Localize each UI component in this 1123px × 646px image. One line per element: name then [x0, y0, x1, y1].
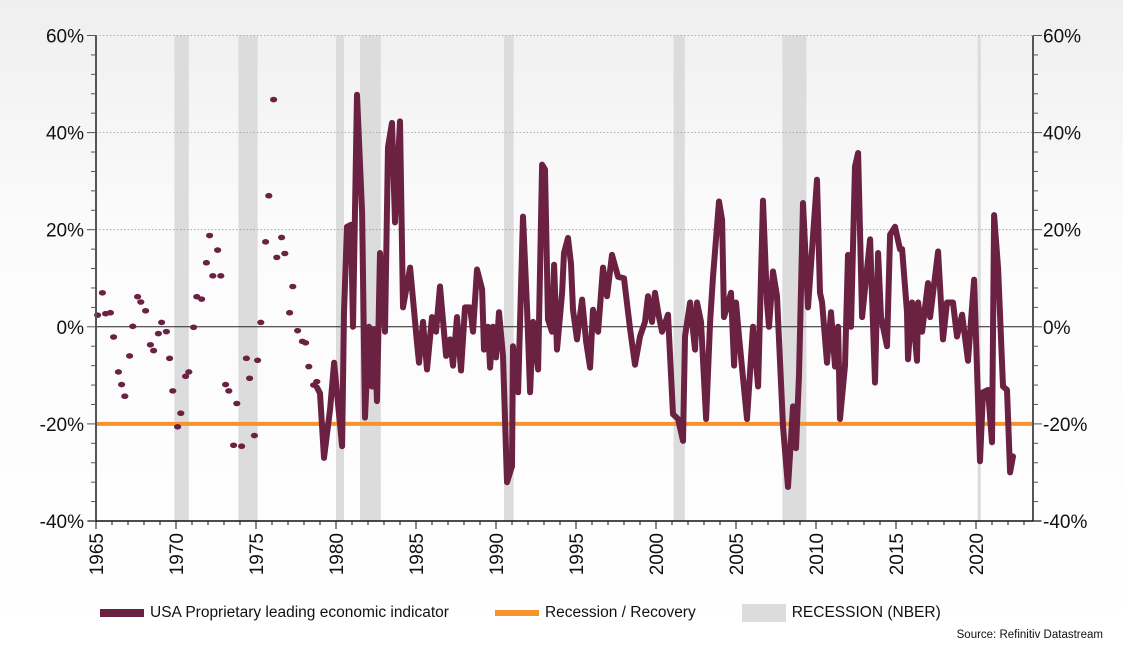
y-tick-label-left: -20% — [40, 415, 84, 436]
x-tick-label: 2005 — [727, 533, 748, 575]
x-tick-label: 1970 — [167, 533, 188, 575]
legend-item-nber-recession: RECESSION (NBER) — [741, 604, 941, 622]
data-point — [262, 239, 270, 245]
legend-item-indicator: USA Proprietary leading economic indicat… — [100, 604, 449, 622]
recession-band — [977, 35, 981, 521]
y-tick-label-right: -40% — [1043, 512, 1087, 533]
y-tick-label-right: 20% — [1043, 221, 1081, 242]
axes — [87, 35, 1042, 529]
indicator-series — [94, 91, 1016, 490]
y-tick-label-right: 0% — [1043, 318, 1071, 339]
y-tick-label-left: -40% — [40, 512, 84, 533]
legend-label: USA Proprietary leading economic indicat… — [150, 604, 449, 621]
recession-band — [238, 35, 258, 521]
data-point — [169, 388, 177, 394]
data-point — [302, 340, 310, 346]
data-point — [265, 192, 273, 199]
data-point — [270, 96, 278, 103]
data-point — [250, 432, 258, 439]
data-point — [225, 388, 233, 394]
legend-swatch-band — [741, 604, 786, 622]
data-point — [242, 355, 250, 362]
data-point — [137, 299, 145, 305]
legend-swatch-indicator — [100, 609, 144, 617]
data-point — [273, 254, 281, 261]
data-point — [166, 355, 174, 362]
data-point — [121, 393, 129, 400]
data-point — [118, 381, 126, 388]
x-tick-label: 2015 — [887, 533, 908, 575]
y-tick-label-right: -20% — [1043, 415, 1087, 436]
y-tick-label-left: 40% — [46, 124, 84, 145]
legend-swatch-threshold — [494, 610, 539, 616]
data-point — [254, 357, 262, 364]
x-tick-label: 1975 — [247, 533, 268, 575]
legend-item-recession-recovery: Recession / Recovery — [494, 604, 696, 622]
data-point — [129, 323, 137, 330]
recession-band — [174, 35, 189, 521]
data-point — [222, 381, 230, 388]
data-point — [289, 283, 297, 290]
data-point — [98, 290, 106, 296]
data-point — [154, 330, 162, 337]
data-point — [206, 232, 214, 239]
data-point — [126, 353, 134, 359]
data-point — [202, 259, 210, 266]
x-tick-label: 1965 — [87, 533, 108, 575]
data-point — [106, 309, 114, 316]
data-point — [233, 400, 241, 407]
data-point — [190, 324, 198, 331]
data-point — [182, 373, 190, 380]
recession-band — [336, 35, 344, 521]
data-point — [238, 443, 246, 450]
y-tick-label-right: 60% — [1043, 27, 1081, 48]
data-point — [281, 250, 289, 257]
data-point — [146, 341, 154, 348]
data-point — [177, 410, 185, 417]
data-point — [150, 347, 158, 354]
y-tick-label-left: 0% — [57, 318, 85, 339]
source-note: Source: Refinitiv Datastream — [956, 629, 1103, 641]
x-tick-label: 2000 — [647, 533, 668, 575]
legend-label: RECESSION (NBER) — [791, 604, 941, 621]
data-point — [185, 369, 193, 375]
data-point — [174, 424, 182, 430]
data-point — [162, 328, 170, 335]
tick-labels: 60% 60%40% 40%20% 20%0% 0%-20% -20%-40% -40%19… — [40, 27, 1088, 576]
data-point — [286, 309, 294, 316]
y-tick-label-left: 60% — [46, 27, 84, 48]
x-tick-label: 1985 — [407, 533, 428, 575]
recession-band — [504, 35, 514, 521]
data-point — [246, 375, 254, 382]
y-tick-label-right: 40% — [1043, 124, 1081, 145]
data-point — [198, 296, 206, 302]
data-point — [278, 234, 286, 241]
legend: USA Proprietary leading economic indicat… — [100, 604, 987, 622]
x-tick-label: 2010 — [807, 533, 828, 575]
data-point — [313, 378, 321, 385]
data-point — [305, 363, 313, 370]
x-tick-label: 1995 — [567, 533, 588, 575]
indicator-line — [314, 91, 1016, 490]
x-tick-label: 2020 — [967, 533, 988, 575]
data-point — [294, 327, 302, 334]
data-point — [114, 369, 122, 375]
data-point — [134, 293, 142, 300]
x-tick-label: 1980 — [327, 533, 348, 575]
x-tick-label: 1990 — [487, 533, 508, 575]
data-point — [110, 334, 118, 340]
recession-band — [673, 35, 685, 521]
data-point — [257, 319, 265, 326]
data-point — [158, 319, 166, 326]
y-tick-label-left: 20% — [46, 221, 84, 242]
legend-label: Recession / Recovery — [544, 604, 696, 621]
data-point — [209, 273, 217, 279]
data-point — [217, 273, 225, 279]
data-point — [142, 307, 150, 314]
data-point — [214, 247, 222, 253]
data-point — [230, 442, 238, 449]
